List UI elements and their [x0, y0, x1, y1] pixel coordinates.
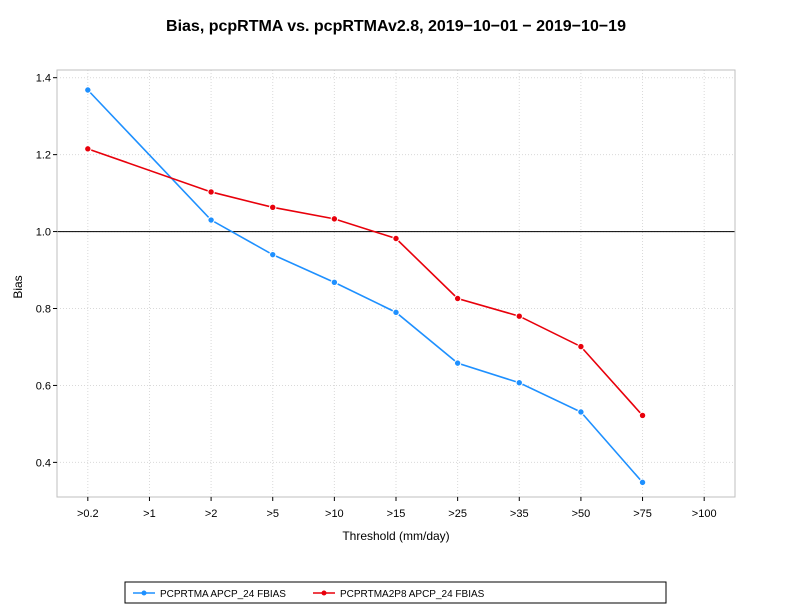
x-tick-label: >50: [572, 508, 591, 520]
legend-marker-pcprtma2p8: [321, 590, 327, 596]
data-point: [207, 188, 215, 196]
x-tick-label: >10: [325, 508, 344, 520]
y-tick-label: 0.6: [36, 380, 51, 392]
y-tick-label: 1.0: [36, 227, 51, 239]
x-tick-label: >75: [633, 508, 652, 520]
x-axis-label: Threshold (mm/day): [342, 529, 449, 543]
legend-item-pcprtma: PCPRTMA APCP_24 FBIAS: [133, 589, 286, 600]
legend-label-pcprtma: PCPRTMA APCP_24 FBIAS: [160, 589, 286, 600]
x-tick-label: >5: [266, 508, 279, 520]
data-point: [84, 145, 92, 153]
y-tick-label: 0.8: [36, 304, 51, 316]
data-point: [515, 379, 523, 387]
legend: PCPRTMA APCP_24 FBIAS PCPRTMA2P8 APCP_24…: [124, 581, 667, 604]
data-point: [392, 234, 400, 243]
legend-label-pcprtma2p8: PCPRTMA2P8 APCP_24 FBIAS: [340, 589, 485, 600]
x-tick-label: >35: [510, 508, 529, 520]
x-tick-label: >0.2: [77, 508, 99, 520]
data-point: [515, 312, 523, 320]
legend-item-pcprtma2p8: PCPRTMA2P8 APCP_24 FBIAS: [313, 589, 485, 600]
y-tick-label: 1.2: [36, 150, 51, 162]
data-point: [638, 411, 647, 420]
grid: [57, 70, 735, 497]
data-point: [577, 342, 585, 351]
x-tick-label: >25: [448, 508, 467, 520]
chart-title: Bias, pcpRTMA vs. pcpRTMAv2.8, 2019−10−0…: [166, 18, 626, 35]
data-point: [453, 359, 462, 367]
x-tick-label: >15: [387, 508, 406, 520]
data-point: [84, 86, 92, 94]
x-axis: >0.2 >1 >2 >5 >10 >15 >25 >35 >50 >75 >100: [77, 497, 717, 520]
x-tick-label: >1: [143, 508, 156, 520]
data-point: [577, 408, 585, 416]
y-axis: 0.4 0.6 0.8 1.0 1.2 1.4: [36, 73, 57, 469]
y-tick-label: 0.4: [36, 457, 51, 469]
data-point: [330, 278, 339, 287]
legend-box: [124, 581, 667, 604]
y-axis-label: Bias: [11, 275, 25, 298]
series-pcprtma2p8: [84, 145, 647, 420]
series-line: [87, 148, 644, 416]
series-pcprtma: [84, 86, 647, 487]
data-point: [330, 215, 339, 223]
data-point: [638, 478, 647, 487]
data-point: [207, 216, 215, 224]
legend-marker-pcprtma: [141, 590, 147, 596]
data-point: [453, 294, 462, 303]
y-tick-label: 1.4: [36, 73, 51, 85]
x-tick-label: >100: [692, 508, 717, 520]
series: [84, 86, 647, 487]
x-tick-label: >2: [205, 508, 218, 520]
data-point: [269, 203, 277, 212]
data-point: [269, 250, 277, 259]
data-point: [392, 308, 400, 317]
series-line: [87, 89, 644, 483]
